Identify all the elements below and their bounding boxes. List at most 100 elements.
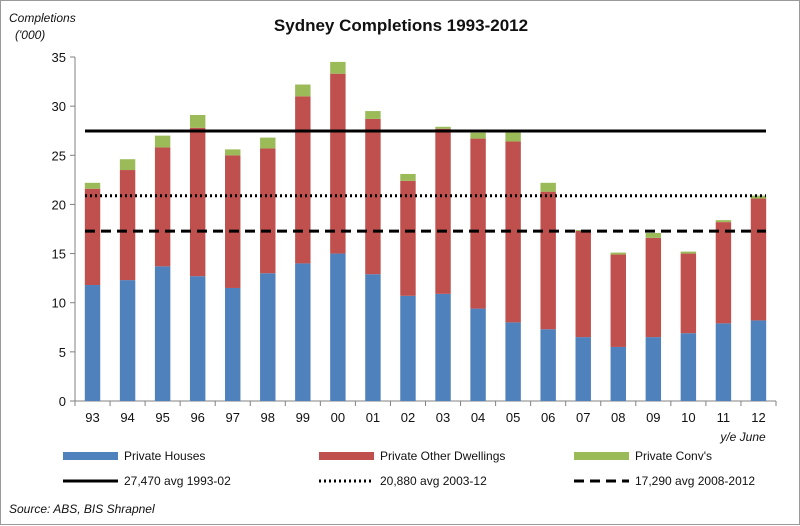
x-tick-label-12: 12 <box>751 410 765 425</box>
bar-private-conv-s-06 <box>540 182 556 192</box>
bar-private-houses-95 <box>154 266 171 401</box>
bar-private-other-dwellings-03 <box>435 128 451 294</box>
bar-private-other-dwellings-94 <box>119 170 136 281</box>
bar-private-conv-s-00 <box>330 61 346 74</box>
x-tick-label-00: 00 <box>331 410 345 425</box>
x-tick-label-93: 93 <box>85 410 99 425</box>
bar-private-houses-07 <box>575 337 591 401</box>
legend-label-private-houses: Private Houses <box>124 449 205 463</box>
legend-swatch-private-houses <box>63 452 118 460</box>
bar-private-houses-00 <box>330 253 346 401</box>
y-tick-label-15: 15 <box>52 247 66 262</box>
bar-private-other-dwellings-02 <box>400 180 416 296</box>
bar-private-houses-11 <box>715 323 732 401</box>
legend-label-avg-2003-12: 20,880 avg 2003-12 <box>380 474 487 488</box>
bar-private-other-dwellings-96 <box>189 127 206 277</box>
bar-private-other-dwellings-95 <box>154 147 171 267</box>
bar-private-houses-93 <box>84 285 101 401</box>
bar-private-other-dwellings-11 <box>715 222 732 324</box>
bar-private-conv-s-11 <box>715 220 732 223</box>
chart-title: Sydney Completions 1993-2012 <box>274 16 528 35</box>
bar-private-other-dwellings-10 <box>680 253 697 334</box>
x-tick-label-02: 02 <box>401 410 415 425</box>
x-tick-label-09: 09 <box>646 410 660 425</box>
bar-private-conv-s-03 <box>435 126 451 129</box>
y-axis-label-line1: Completions <box>9 11 76 25</box>
source-note: Source: ABS, BIS Shrapnel <box>9 502 155 516</box>
x-tick-label-08: 08 <box>611 410 625 425</box>
y-tick-label-5: 5 <box>59 345 66 360</box>
x-axis-note: y/e June <box>719 430 766 444</box>
bar-private-other-dwellings-97 <box>225 155 241 288</box>
bar-private-houses-05 <box>505 322 521 401</box>
bar-private-other-dwellings-01 <box>365 118 381 275</box>
bar-private-other-dwellings-04 <box>470 138 486 309</box>
bar-private-houses-97 <box>225 287 241 401</box>
x-tick-label-96: 96 <box>190 410 204 425</box>
legend-swatch-private-convs <box>574 452 629 460</box>
bar-private-conv-s-94 <box>119 159 136 171</box>
bar-private-houses-03 <box>435 293 451 401</box>
bar-private-conv-s-01 <box>365 111 381 119</box>
bar-private-other-dwellings-98 <box>260 148 276 274</box>
bar-private-houses-02 <box>400 295 416 401</box>
bar-private-houses-10 <box>680 333 697 401</box>
bar-private-houses-08 <box>610 346 626 401</box>
bar-private-conv-s-05 <box>505 129 521 142</box>
legend-label-private-other-dwellings: Private Other Dwellings <box>380 449 505 463</box>
bar-private-conv-s-04 <box>470 132 486 139</box>
bar-private-other-dwellings-93 <box>84 188 101 286</box>
bar-private-houses-98 <box>260 273 276 401</box>
bar-private-houses-99 <box>295 263 311 401</box>
bar-private-conv-s-12 <box>750 195 767 199</box>
bar-private-conv-s-93 <box>84 182 101 189</box>
y-tick-label-0: 0 <box>59 394 66 409</box>
y-tick-label-20: 20 <box>52 197 66 212</box>
x-tick-label-94: 94 <box>120 410 134 425</box>
bar-private-conv-s-10 <box>680 251 697 254</box>
bar-private-conv-s-97 <box>225 149 241 156</box>
bar-private-other-dwellings-08 <box>610 254 626 347</box>
legend-label-private-convs: Private Conv's <box>635 449 712 463</box>
y-tick-label-10: 10 <box>52 296 66 311</box>
x-tick-label-98: 98 <box>261 410 275 425</box>
legend: Private Houses Private Other Dwellings P… <box>63 449 755 488</box>
y-tick-label-30: 30 <box>52 99 66 114</box>
bar-private-other-dwellings-09 <box>645 237 662 338</box>
x-tick-label-07: 07 <box>576 410 590 425</box>
bar-private-houses-01 <box>365 274 381 401</box>
bar-private-houses-04 <box>470 308 486 401</box>
bar-private-houses-12 <box>750 320 767 401</box>
x-tick-label-01: 01 <box>366 410 380 425</box>
bar-private-houses-96 <box>189 276 206 401</box>
x-tick-label-04: 04 <box>471 410 485 425</box>
bar-private-conv-s-95 <box>154 135 171 148</box>
legend-swatch-private-other-dwellings <box>319 452 374 460</box>
x-tick-label-10: 10 <box>681 410 695 425</box>
bar-private-other-dwellings-07 <box>575 230 591 338</box>
legend-label-avg-1993-02: 27,470 avg 1993-02 <box>124 474 231 488</box>
bar-private-conv-s-96 <box>189 114 206 128</box>
bar-private-conv-s-09 <box>645 232 662 238</box>
bar-private-other-dwellings-00 <box>330 73 346 254</box>
bar-private-houses-06 <box>540 329 556 401</box>
x-tick-label-03: 03 <box>436 410 450 425</box>
bar-private-other-dwellings-05 <box>505 141 521 323</box>
bar-private-conv-s-08 <box>610 252 626 255</box>
y-tick-label-25: 25 <box>52 148 66 163</box>
bar-private-other-dwellings-06 <box>540 191 556 330</box>
y-axis-label-line2: ('000) <box>15 28 45 42</box>
bar-private-houses-09 <box>645 337 662 401</box>
x-tick-label-05: 05 <box>506 410 520 425</box>
bar-private-conv-s-02 <box>400 173 416 181</box>
bar-private-conv-s-99 <box>295 84 311 97</box>
bar-private-other-dwellings-99 <box>295 96 311 264</box>
bar-private-conv-s-98 <box>260 137 276 149</box>
x-tick-label-97: 97 <box>225 410 239 425</box>
legend-label-avg-2008-2012: 17,290 avg 2008-2012 <box>635 474 755 488</box>
x-tick-label-06: 06 <box>541 410 555 425</box>
y-tick-label-35: 35 <box>52 50 66 65</box>
